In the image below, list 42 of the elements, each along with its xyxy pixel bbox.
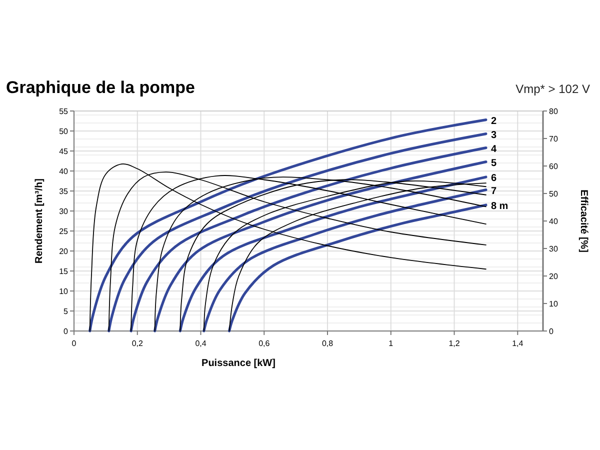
y2-tick-label: 20	[549, 272, 558, 281]
text: Vmp* > 102 V	[516, 82, 590, 96]
y-tick-label: 20	[59, 247, 69, 256]
y-tick-label: 50	[59, 127, 69, 136]
line-series	[228, 204, 488, 332]
y-tick-label: 25	[59, 227, 69, 236]
x-tick-label: 0,2	[132, 339, 144, 348]
y2-tick-label: 40	[549, 217, 558, 226]
y2-tick-label: 80	[549, 107, 558, 116]
y2-axis-title: Efficacité [%]	[578, 190, 589, 252]
x-tick-label: 1,2	[448, 339, 460, 348]
y-tick-label: 15	[59, 267, 69, 276]
y-tick-label: 55	[59, 107, 69, 116]
x-tick-label: 0,4	[195, 339, 207, 348]
y-tick-label: 10	[59, 287, 69, 296]
y-axis-title: Rendement [m³/h]	[34, 178, 45, 264]
series-label: 8 m	[490, 201, 508, 212]
x-tick-label: 0,8	[322, 339, 334, 348]
x-tick-label: 1,4	[512, 339, 524, 348]
y2-tick-label: 50	[549, 190, 558, 198]
x-axis-title: Puissance [kW]	[202, 358, 276, 369]
series-label: 3	[490, 130, 497, 141]
series-label: 4	[490, 144, 497, 155]
y-tick-label: 40	[59, 167, 69, 176]
y2-tick-label: 0	[549, 327, 554, 336]
y2-tick-label: 60	[549, 162, 558, 171]
series-label: 5	[490, 158, 497, 169]
y-tick-label: 0	[64, 327, 69, 336]
series-label: 6	[490, 173, 497, 184]
y-tick-label: 45	[59, 147, 69, 156]
chart-title: Graphique de la pompe	[6, 78, 195, 97]
x-tick-label: 0	[72, 339, 77, 348]
y-tick-label: 5	[64, 307, 69, 316]
y2-tick-label: 30	[549, 244, 558, 254]
series-label: 2	[490, 116, 497, 127]
y-tick-label: 30	[59, 207, 69, 216]
y2-tick-label: 70	[549, 134, 558, 144]
x-tick-label: 1	[388, 339, 394, 348]
x-tick-label: 0,6	[258, 339, 270, 348]
y-tick-label: 35	[59, 187, 69, 196]
y2-tick-label: 10	[549, 300, 558, 308]
series-label: 7	[490, 186, 497, 197]
